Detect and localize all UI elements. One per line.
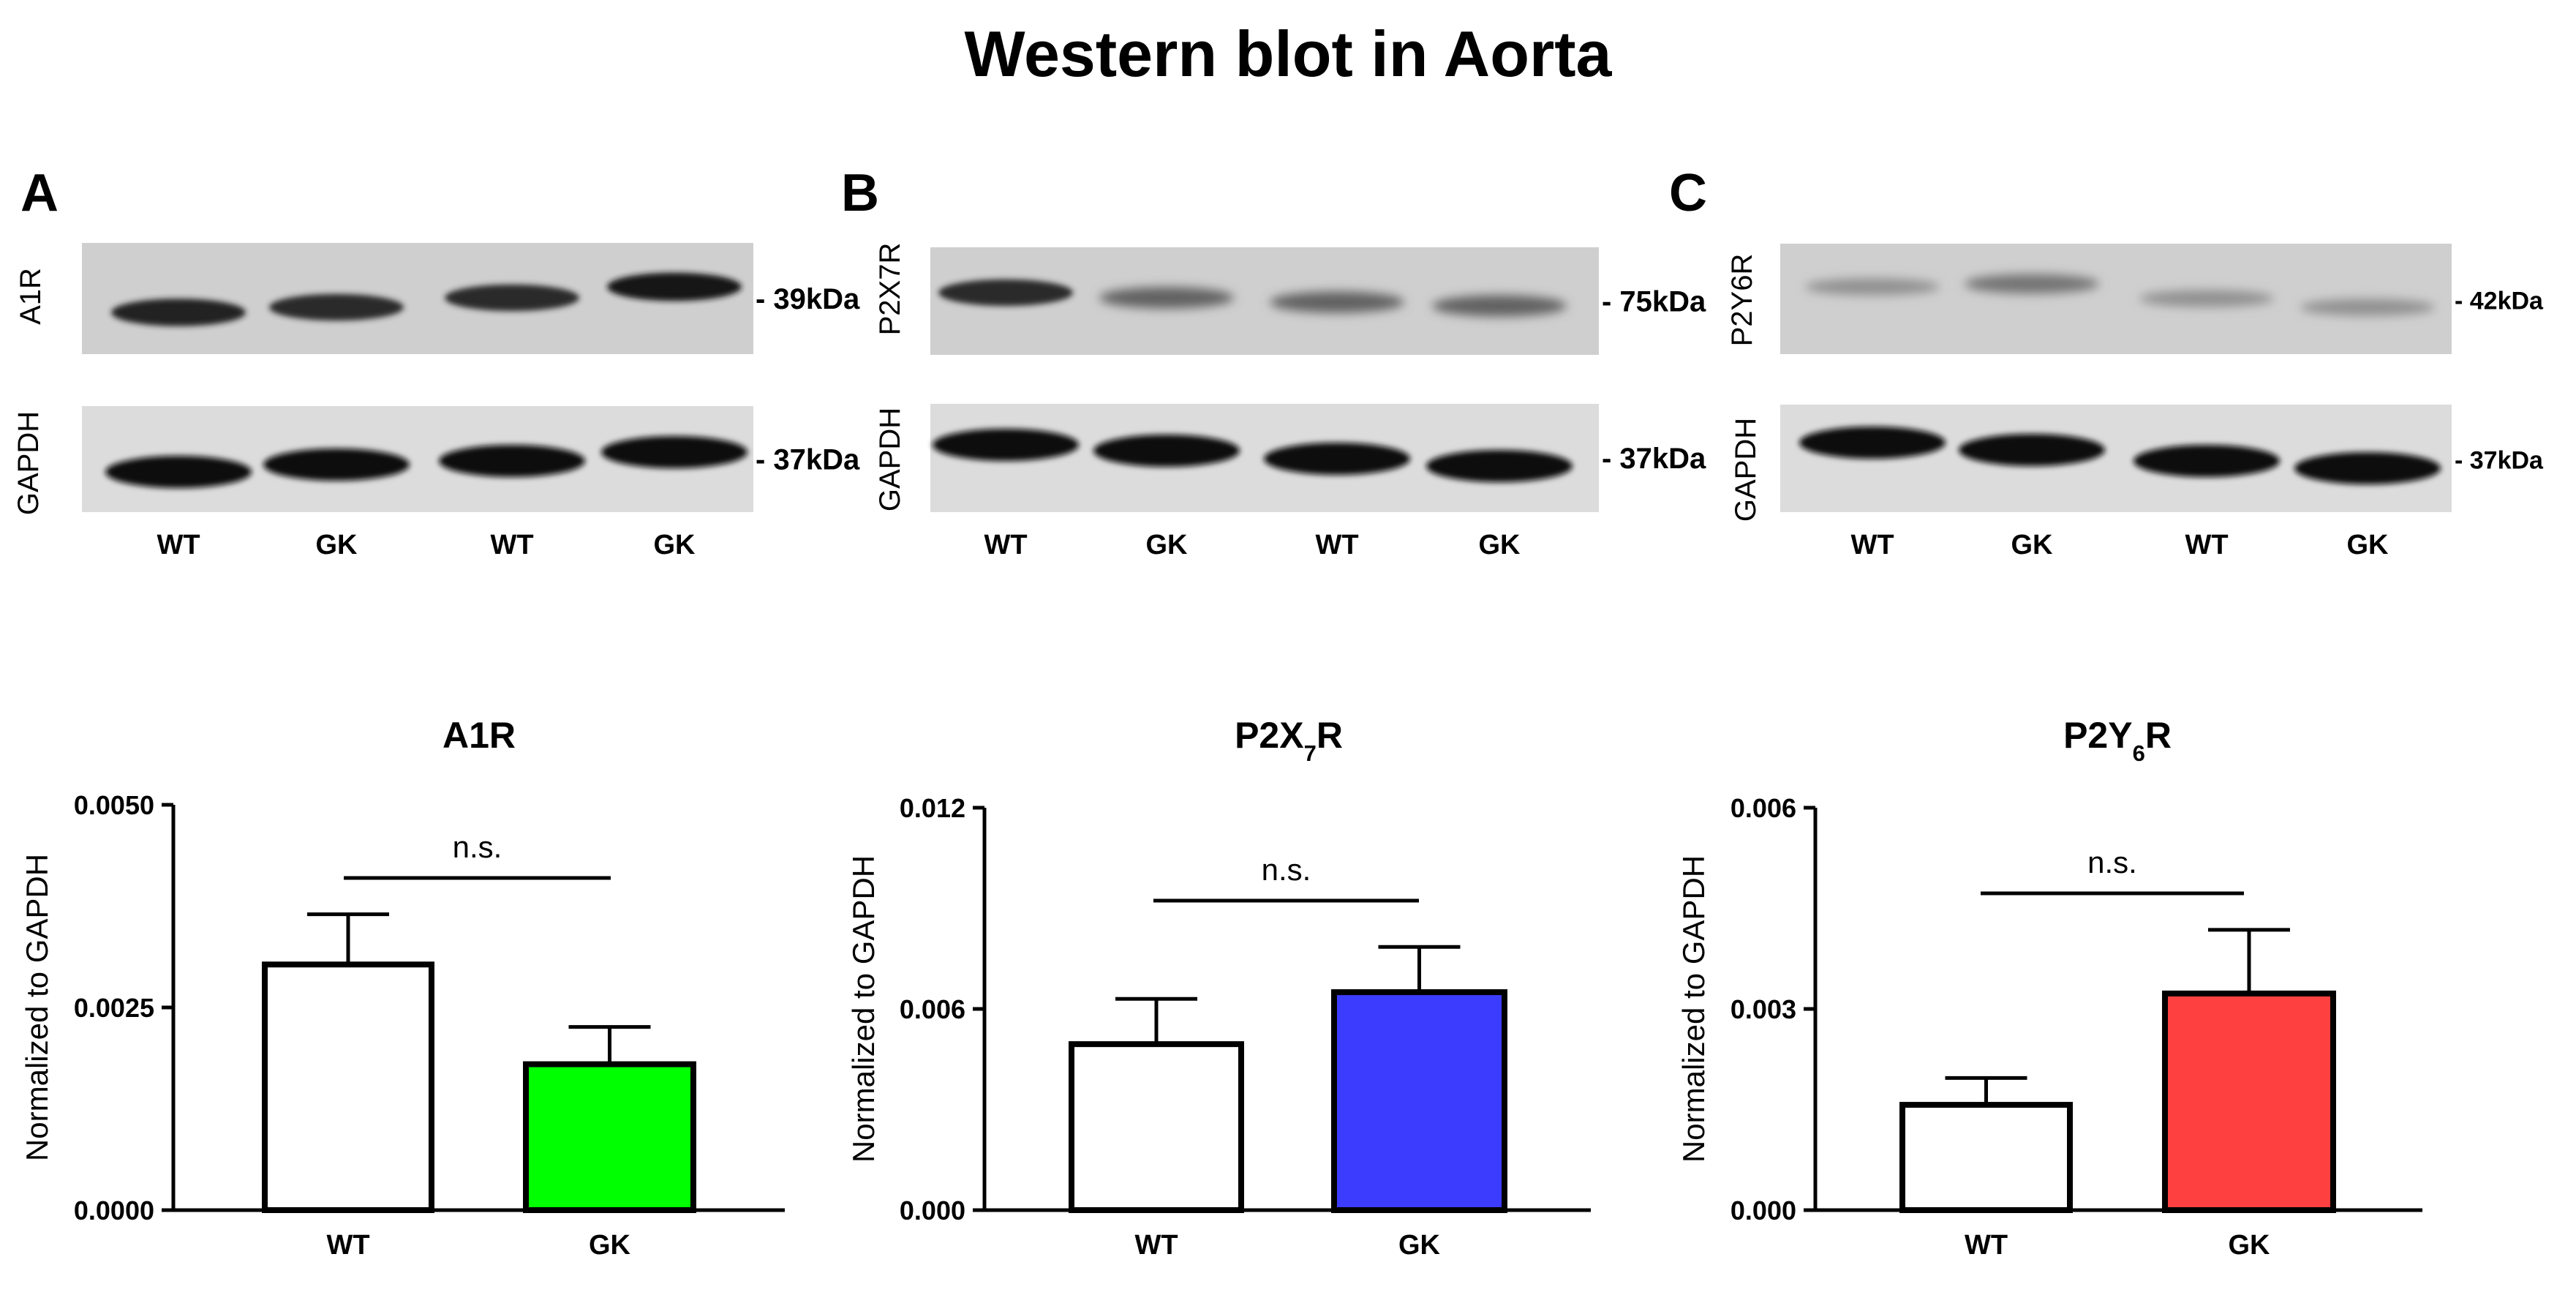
gapdh-band [1959, 434, 2105, 466]
gapdh-label: GAPDH [12, 411, 45, 515]
target-kda-marker: - 39kDa [756, 283, 860, 315]
y-axis-label: Normalized to GAPDH [846, 855, 881, 1163]
gapdh-band [1799, 427, 1946, 459]
target-kda-marker: - 42kDa [2455, 288, 2544, 315]
lane-label: WT [490, 530, 533, 560]
bar [262, 961, 434, 1213]
bar [523, 1061, 696, 1214]
y-axis-label: Normalized to GAPDH [1676, 855, 1711, 1163]
chart-title: A1R [442, 715, 516, 756]
x-tick-label: WT [1134, 1230, 1178, 1261]
gapdh-band [105, 456, 252, 488]
target-band [2139, 290, 2274, 307]
significance-label: n.s. [2087, 845, 2137, 879]
target-band [607, 272, 742, 301]
bar-chart-3: P2Y6R Normalized to GAPDH 0.000 0.003 0.006 W… [1676, 715, 2422, 1261]
gapdh-band [1426, 450, 1573, 482]
lane-label: GK [1479, 530, 1521, 560]
significance-label: n.s. [1262, 852, 1311, 887]
y-tick-label: 0.006 [1730, 793, 1796, 823]
target-kda-marker: - 75kDa [1602, 286, 1706, 318]
lane-label: WT [1315, 530, 1358, 560]
bar [1899, 1102, 2073, 1214]
panel-letter: A [20, 164, 59, 222]
y-tick-label: 0.0000 [74, 1195, 154, 1225]
y-axis-label: Normalized to GAPDH [20, 854, 54, 1161]
chart-title-tail: R [2145, 715, 2172, 756]
bar-chart-2: P2X7R Normalized to GAPDH 0.000 0.006 0.012 W… [846, 715, 1591, 1261]
target-protein-label: A1R [15, 268, 47, 325]
target-protein-label: P2X7R [874, 243, 906, 336]
lane-label: WT [2185, 530, 2228, 560]
x-tick-label: GK [589, 1230, 631, 1261]
gapdh-label: GAPDH [874, 408, 906, 511]
blot-panel-a: A A1R GAPDH - 39kDa - 37kDa WT GK WT GK [12, 164, 860, 560]
x-tick-label: WT [326, 1230, 369, 1261]
gapdh-kda-marker: - 37kDa [756, 444, 860, 476]
chart-title-subscript: 6 [2133, 740, 2145, 766]
target-band [1099, 287, 1234, 309]
target-blot-strip [1780, 244, 2452, 354]
chart-title-main: P2X [1235, 715, 1304, 756]
gapdh-band [601, 436, 747, 468]
gapdh-band [2294, 452, 2441, 484]
bar [1069, 1041, 1244, 1213]
lane-label: WT [984, 530, 1027, 560]
gapdh-band [1264, 443, 1410, 475]
blot-panel-c: C P2Y6R GAPDH - 42kDa - 37kDa WT GK WT GK [1669, 164, 2544, 560]
target-band [1805, 278, 1940, 296]
y-tick-label: 0.000 [1730, 1195, 1796, 1225]
y-tick-label: 0.0025 [74, 993, 154, 1023]
chart-title-main: A1R [442, 715, 516, 756]
bar-chart-panels: A1R Normalized to GAPDH 0.0000 0.0025 0.0050… [20, 715, 2422, 1261]
bar [1331, 989, 1507, 1214]
blot-panel-b: B P2X7R GAPDH - 75kDa - 37kDa WT GK WT GK [841, 164, 1706, 560]
lane-label: GK [316, 530, 358, 560]
x-tick-label: GK [1398, 1230, 1441, 1261]
gapdh-kda-marker: - 37kDa [2455, 447, 2544, 475]
lane-label: GK [654, 530, 696, 560]
lane-label: WT [1850, 530, 1894, 560]
target-band [269, 293, 404, 321]
chart-title-subscript: 7 [1304, 740, 1317, 766]
western-blot-panels: A A1R GAPDH - 39kDa - 37kDa WT GK WT GK B P2X7R GAP… [12, 164, 2544, 560]
bar-chart-1: A1R Normalized to GAPDH 0.0000 0.0025 0.0050… [20, 715, 785, 1261]
lane-label: WT [157, 530, 200, 560]
lane-label: GK [2011, 530, 2054, 560]
gapdh-band [2134, 445, 2280, 477]
lane-label: GK [1146, 530, 1189, 560]
lane-label: GK [2347, 530, 2389, 560]
y-tick-label: 0.006 [900, 994, 965, 1024]
panel-letter: C [1669, 164, 1707, 222]
gapdh-band [1093, 435, 1240, 467]
gapdh-band [263, 448, 410, 481]
y-tick-label: 0.000 [900, 1195, 965, 1225]
target-band [1965, 274, 2099, 294]
chart-title-main: P2Y [2063, 715, 2133, 756]
chart-title: P2X7R [1235, 715, 1343, 766]
target-band [445, 284, 579, 312]
target-band [2300, 299, 2435, 316]
figure-title: Western blot in Aorta [965, 18, 1613, 90]
y-tick-label: 0.0050 [74, 790, 154, 820]
target-band [938, 279, 1073, 307]
x-tick-label: GK [2229, 1230, 2271, 1261]
chart-title: P2Y6R [2063, 715, 2172, 766]
bar [2162, 990, 2336, 1213]
target-band [1432, 295, 1567, 317]
y-tick-label: 0.003 [1730, 994, 1796, 1024]
significance-label: n.s. [453, 830, 502, 864]
target-protein-label: P2Y6R [1726, 254, 1758, 347]
x-tick-label: WT [1965, 1230, 2008, 1261]
gapdh-band [439, 445, 585, 477]
y-tick-label: 0.012 [900, 793, 965, 823]
panel-letter: B [841, 164, 879, 222]
target-band [1270, 291, 1404, 313]
target-band [111, 299, 246, 326]
gapdh-kda-marker: - 37kDa [1602, 443, 1706, 475]
gapdh-label: GAPDH [1730, 418, 1762, 522]
chart-title-tail: R [1317, 715, 1343, 756]
gapdh-band [933, 429, 1079, 461]
